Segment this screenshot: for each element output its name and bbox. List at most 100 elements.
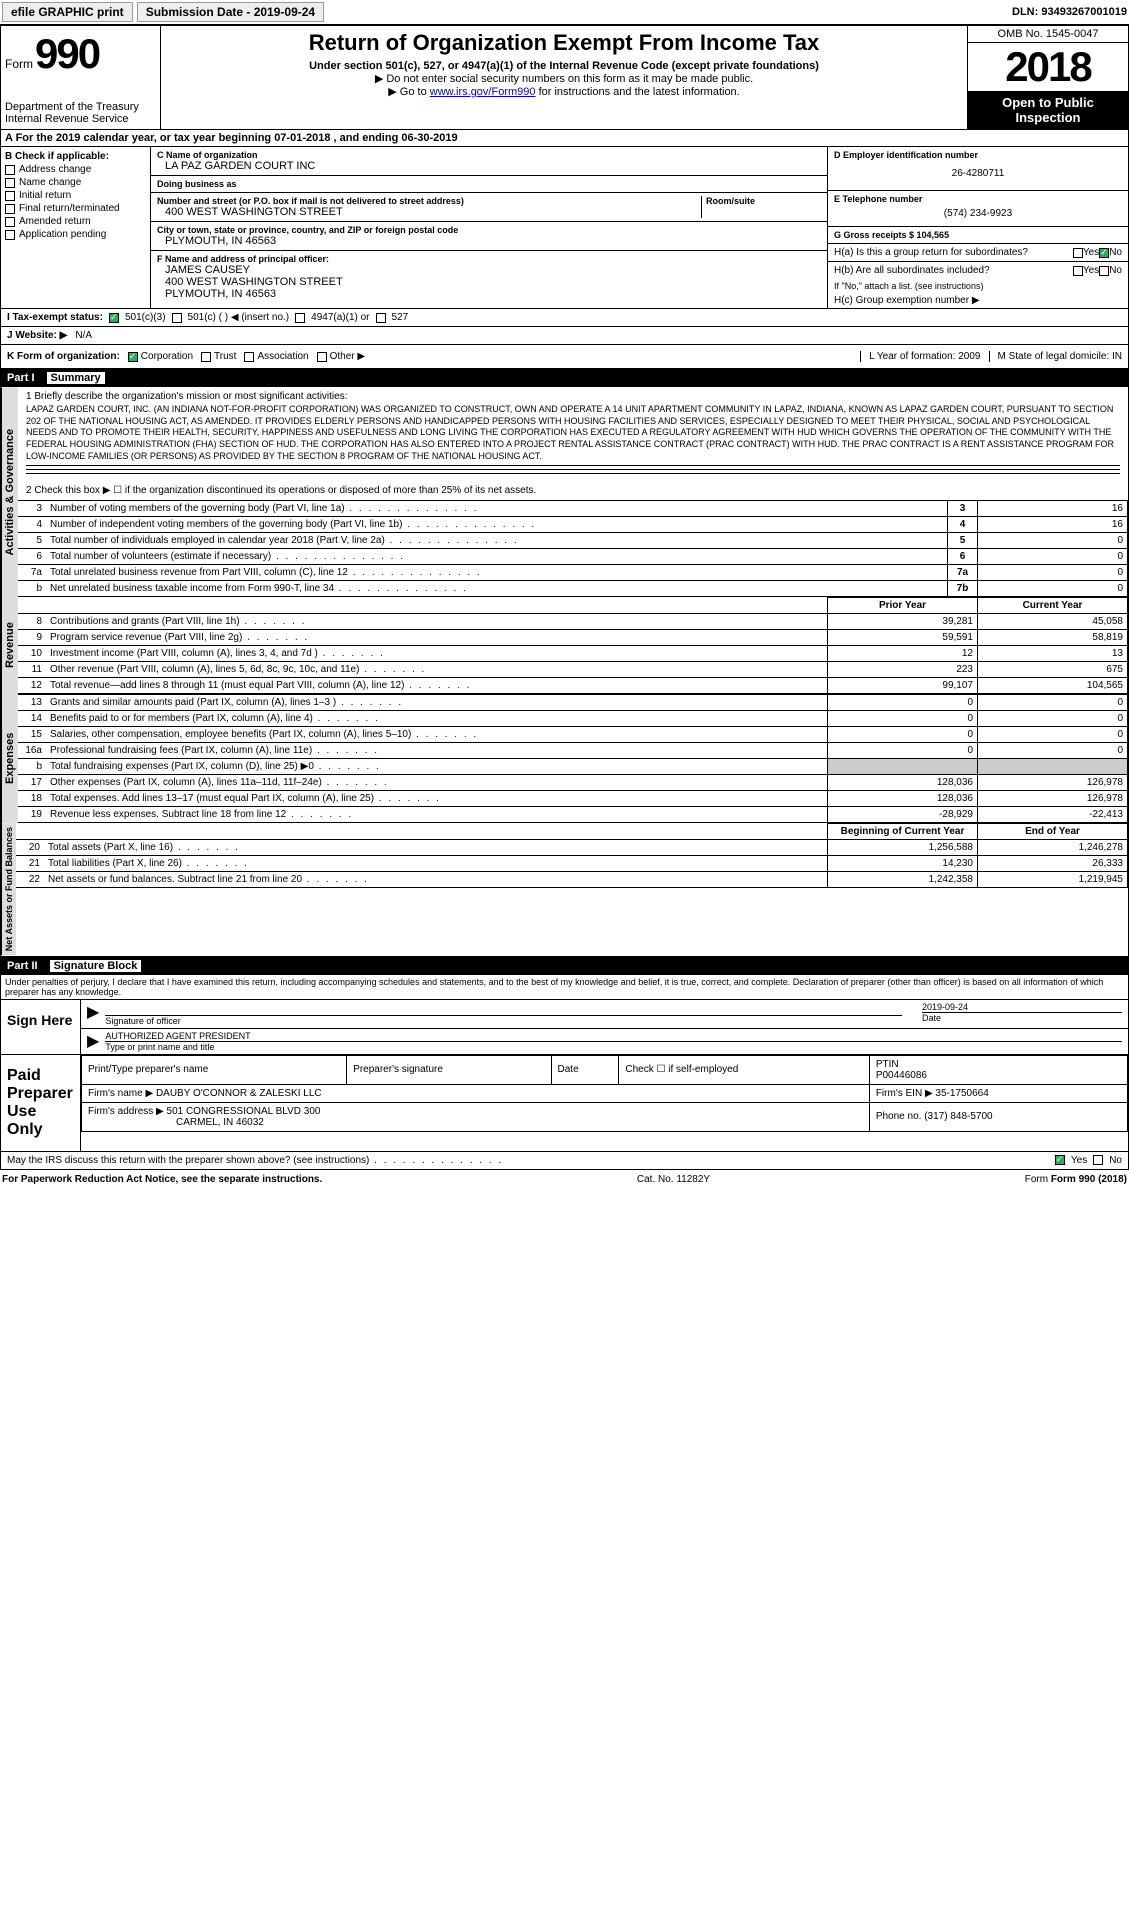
ha-yes-checkbox[interactable] <box>1073 248 1083 258</box>
line-value: 0 <box>978 549 1128 565</box>
hb-no-checkbox[interactable] <box>1099 266 1109 276</box>
line-desc: Number of independent voting members of … <box>46 517 948 533</box>
discuss-yes-checkbox[interactable] <box>1055 1155 1065 1165</box>
527-checkbox[interactable] <box>376 313 386 323</box>
state-domicile: M State of legal domicile: IN <box>989 351 1123 362</box>
footer-right: Form Form 990 (2018) <box>1025 1174 1127 1185</box>
arrow-icon: ▶ <box>87 1002 99 1026</box>
line-value: 0 <box>978 565 1128 581</box>
city-label: City or town, state or province, country… <box>157 225 821 235</box>
line-desc: Net unrelated business taxable income fr… <box>46 581 948 597</box>
submission-date-button[interactable]: Submission Date - 2019-09-24 <box>137 2 324 22</box>
form990-link[interactable]: www.irs.gov/Form990 <box>430 86 536 98</box>
sig-date-label: Date <box>922 1013 1122 1023</box>
line-desc: Benefits paid to or for members (Part IX… <box>46 711 828 727</box>
line-desc: Total unrelated business revenue from Pa… <box>46 565 948 581</box>
gross-receipts: G Gross receipts $ 104,565 <box>834 230 1122 240</box>
firm-phone: Phone no. (317) 848-5700 <box>869 1102 1127 1131</box>
colb-item-label: Address change <box>19 164 91 175</box>
form-title: Return of Organization Exempt From Incom… <box>165 30 963 56</box>
colb-checkbox[interactable] <box>5 165 15 175</box>
rowk-checkbox[interactable] <box>128 352 138 362</box>
colb-checkbox[interactable] <box>5 191 15 201</box>
website-label: J Website: ▶ <box>7 330 67 341</box>
firm-name: Firm's name ▶ DAUBY O'CONNOR & ZALESKI L… <box>82 1084 870 1102</box>
hb-note: If "No," attach a list. (see instruction… <box>828 279 1128 293</box>
subtitle-3-post: for instructions and the latest informat… <box>536 86 740 98</box>
part-2-header: Part II Signature Block <box>0 957 1129 975</box>
sig-officer-label: Signature of officer <box>105 1016 902 1026</box>
calendar-year-row: A For the 2019 calendar year, or tax yea… <box>0 130 1129 147</box>
line-desc: Total fundraising expenses (Part IX, col… <box>46 759 828 775</box>
rowk-checkbox[interactable] <box>244 352 254 362</box>
ha-no-checkbox[interactable] <box>1099 248 1109 258</box>
colb-checkbox[interactable] <box>5 217 15 227</box>
current-value: 58,819 <box>978 630 1128 646</box>
preparer-name-label: Print/Type preparer's name <box>82 1055 347 1084</box>
form-of-org-row: K Form of organization: CorporationTrust… <box>0 345 1129 369</box>
discuss-no-checkbox[interactable] <box>1093 1155 1103 1165</box>
current-value: 0 <box>978 711 1128 727</box>
line-desc: Net assets or fund balances. Subtract li… <box>44 872 828 888</box>
part-2-label: Part II <box>7 960 38 972</box>
top-bar: efile GRAPHIC print Submission Date - 20… <box>0 0 1129 25</box>
sig-date: 2019-09-24 <box>922 1002 1122 1013</box>
efile-button[interactable]: efile GRAPHIC print <box>2 2 133 22</box>
prior-value: 14,230 <box>828 856 978 872</box>
subtitle-3-pre: ▶ Go to <box>388 86 429 98</box>
line-desc: Total expenses. Add lines 13–17 (must eq… <box>46 791 828 807</box>
colb-checkbox[interactable] <box>5 230 15 240</box>
line-value: 0 <box>978 581 1128 597</box>
part-2-title: Signature Block <box>50 960 142 972</box>
paid-preparer-label: Paid Preparer Use Only <box>1 1055 81 1151</box>
form-word: Form <box>5 57 33 71</box>
address-label: Number and street (or P.O. box if mail i… <box>157 196 701 206</box>
colb-item-label: Application pending <box>19 229 106 240</box>
rowk-checkbox[interactable] <box>201 352 211 362</box>
revenue-tab: Revenue <box>1 597 18 694</box>
preparer-sig-label: Preparer's signature <box>347 1055 551 1084</box>
prior-value: 1,242,358 <box>828 872 978 888</box>
current-value: 0 <box>978 743 1128 759</box>
hb-label: H(b) Are all subordinates included? <box>834 265 1073 276</box>
website-value: N/A <box>75 330 92 341</box>
preparer-date-label: Date <box>551 1055 619 1084</box>
hc-label: H(c) Group exemption number ▶ <box>828 293 1128 308</box>
colb-item-label: Name change <box>19 177 81 188</box>
mission-text: LAPAZ GARDEN COURT, INC. (AN INDIANA NOT… <box>26 404 1120 462</box>
prior-value: 1,256,588 <box>828 840 978 856</box>
line-desc: Revenue less expenses. Subtract line 18 … <box>46 807 828 823</box>
sig-name: AUTHORIZED AGENT PRESIDENT <box>105 1031 1122 1042</box>
current-value: 0 <box>978 727 1128 743</box>
colb-checkbox[interactable] <box>5 178 15 188</box>
colb-checkbox[interactable] <box>5 204 15 214</box>
firm-address: Firm's address ▶ 501 CONGRESSIONAL BLVD … <box>88 1106 320 1117</box>
line-2: 2 Check this box ▶ ☐ if the organization… <box>18 481 1128 500</box>
footer-left: For Paperwork Reduction Act Notice, see … <box>2 1174 322 1185</box>
org-name-label: C Name of organization <box>157 150 821 160</box>
firm-address-2: CARMEL, IN 46032 <box>88 1117 264 1128</box>
colb-item-label: Amended return <box>19 216 91 227</box>
4947-checkbox[interactable] <box>295 313 305 323</box>
org-name: LA PAZ GARDEN COURT INC <box>157 160 821 172</box>
current-value: 126,978 <box>978 775 1128 791</box>
rowk-checkbox[interactable] <box>317 352 327 362</box>
subtitle-2: ▶ Do not enter social security numbers o… <box>165 72 963 85</box>
ha-label: H(a) Is this a group return for subordin… <box>834 247 1073 258</box>
line-desc: Total assets (Part X, line 16) <box>44 840 828 856</box>
hb-yes-checkbox[interactable] <box>1073 266 1083 276</box>
current-value <box>978 759 1128 775</box>
expenses-table: 13Grants and similar amounts paid (Part … <box>18 694 1128 823</box>
current-value: 1,219,945 <box>978 872 1128 888</box>
ptin-value: P00446086 <box>876 1070 927 1081</box>
prior-value: 39,281 <box>828 614 978 630</box>
line-desc: Number of voting members of the governin… <box>46 501 948 517</box>
line-value: 16 <box>978 517 1128 533</box>
phone-label: E Telephone number <box>834 194 1122 204</box>
line-desc: Salaries, other compensation, employee b… <box>46 727 828 743</box>
501c-checkbox[interactable] <box>172 313 182 323</box>
activities-tab: Activities & Governance <box>1 387 18 597</box>
501c3-checkbox[interactable] <box>109 313 119 323</box>
prior-value: 223 <box>828 662 978 678</box>
netassets-tab: Net Assets or Fund Balances <box>1 823 16 955</box>
